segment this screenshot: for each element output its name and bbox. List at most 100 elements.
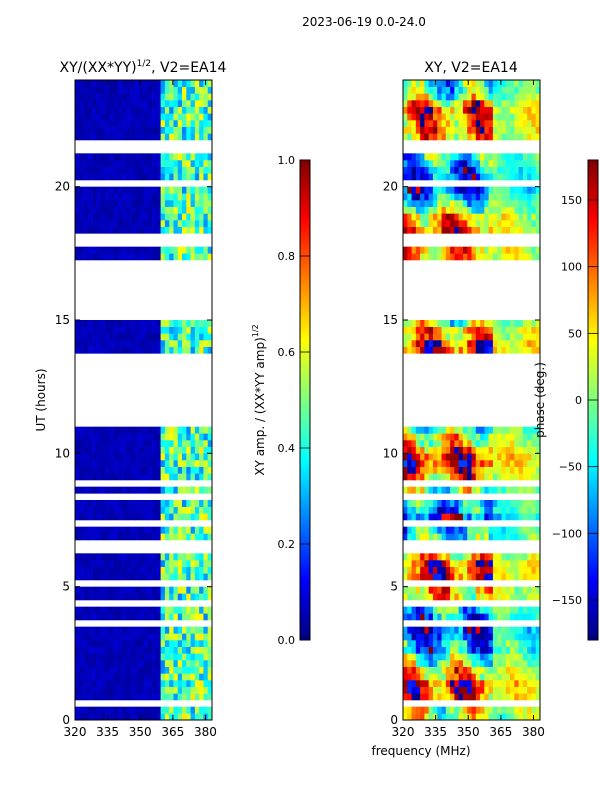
phase-cell	[454, 160, 459, 167]
phase-cell	[475, 466, 481, 474]
amplitude-cell	[104, 626, 110, 634]
phase-cell	[462, 486, 468, 494]
phase-cell	[403, 593, 408, 601]
amplitude-cell	[109, 426, 114, 434]
amplitude-cell	[207, 186, 213, 194]
amplitude-cell	[152, 100, 157, 107]
amplitude-cell	[152, 160, 157, 167]
phase-cell	[531, 106, 537, 114]
phase-cell	[480, 640, 485, 647]
phase-cell	[480, 153, 485, 161]
amplitude-cell	[113, 153, 119, 161]
amplitude-cell	[117, 186, 123, 194]
phase-cell	[514, 86, 519, 94]
phase-cell	[424, 80, 429, 87]
amplitude-cell	[96, 473, 101, 481]
phase-cell	[454, 593, 459, 601]
amplitude-cell	[83, 640, 89, 647]
colorbar-tick-label: 0.8	[278, 250, 296, 263]
phase-cell	[480, 473, 485, 481]
amplitude-cell	[117, 686, 123, 694]
amplitude-cell	[87, 153, 93, 161]
phase-cell	[475, 113, 481, 121]
phase-cell	[518, 86, 524, 94]
phase-cell	[458, 253, 464, 261]
phase-cell	[407, 100, 412, 107]
phase-cell	[497, 320, 502, 327]
amplitude-cell	[100, 606, 106, 614]
amplitude-cell	[152, 633, 157, 641]
amplitude-cell	[134, 446, 140, 454]
amplitude-cell	[87, 133, 93, 141]
amplitude-cell	[134, 133, 140, 141]
amplitude-cell	[169, 513, 174, 521]
amplitude-cell	[83, 226, 89, 234]
phase-cell	[428, 346, 434, 354]
phase-cell	[450, 213, 455, 221]
phase-cell	[471, 633, 477, 641]
amplitude-cell	[173, 193, 179, 201]
phase-cell	[518, 633, 524, 641]
amplitude-cell	[143, 560, 149, 567]
amplitude-cell	[203, 340, 209, 347]
phase-cell	[475, 553, 481, 561]
amplitude-cell	[164, 80, 170, 87]
amplitude-cell	[130, 593, 136, 601]
amplitude-cell	[139, 713, 144, 721]
amplitude-cell	[156, 86, 161, 94]
phase-cell	[467, 466, 472, 474]
phase-cell	[407, 193, 412, 201]
amplitude-cell	[203, 473, 209, 481]
amplitude-cell	[177, 186, 183, 194]
phase-cell	[501, 706, 507, 714]
phase-cell	[527, 133, 532, 141]
amplitude-cell	[199, 466, 204, 474]
phase-cell	[531, 226, 537, 234]
phase-cell	[531, 433, 537, 441]
phase-cell	[484, 513, 489, 521]
amplitude-cell	[130, 653, 136, 661]
amplitude-cell	[143, 320, 149, 327]
phase-cell	[480, 160, 485, 167]
amplitude-cell	[87, 706, 93, 714]
phase-cell	[415, 153, 421, 161]
phase-cell	[411, 646, 417, 654]
amplitude-cell	[143, 633, 149, 641]
phase-cell	[531, 340, 537, 347]
amplitude-cell	[126, 193, 131, 201]
phase-cell	[501, 640, 507, 647]
phase-cell	[471, 426, 477, 434]
phase-cell	[535, 500, 541, 507]
phase-cell	[432, 346, 438, 354]
phase-cell	[441, 613, 447, 621]
phase-cell	[403, 220, 408, 227]
amplitude-cell	[109, 253, 114, 261]
phase-cell	[484, 446, 489, 454]
phase-cell	[403, 586, 408, 594]
amplitude-cell	[156, 473, 161, 481]
amplitude-cell	[169, 560, 174, 567]
phase-cell	[531, 460, 537, 467]
phase-cell	[505, 473, 511, 481]
phase-cell	[467, 186, 472, 194]
amplitude-cell	[122, 326, 127, 334]
amplitude-cell	[143, 566, 149, 574]
phase-cell	[492, 626, 498, 634]
x-tick-label: 350	[129, 725, 152, 739]
phase-cell	[411, 653, 417, 661]
amplitude-cell	[164, 160, 170, 167]
phase-cell	[403, 680, 408, 687]
amplitude-cell	[130, 206, 136, 214]
phase-cell	[407, 653, 412, 661]
amplitude-cell	[169, 346, 174, 354]
amplitude-cell	[96, 633, 101, 641]
phase-cell	[445, 106, 451, 114]
phase-cell	[467, 693, 472, 701]
phase-cell	[432, 660, 438, 667]
amplitude-cell	[87, 206, 93, 214]
phase-cell	[458, 686, 464, 694]
phase-cell	[428, 206, 434, 214]
amplitude-cell	[122, 100, 127, 107]
phase-cell	[471, 133, 477, 141]
amplitude-cell	[160, 713, 166, 721]
